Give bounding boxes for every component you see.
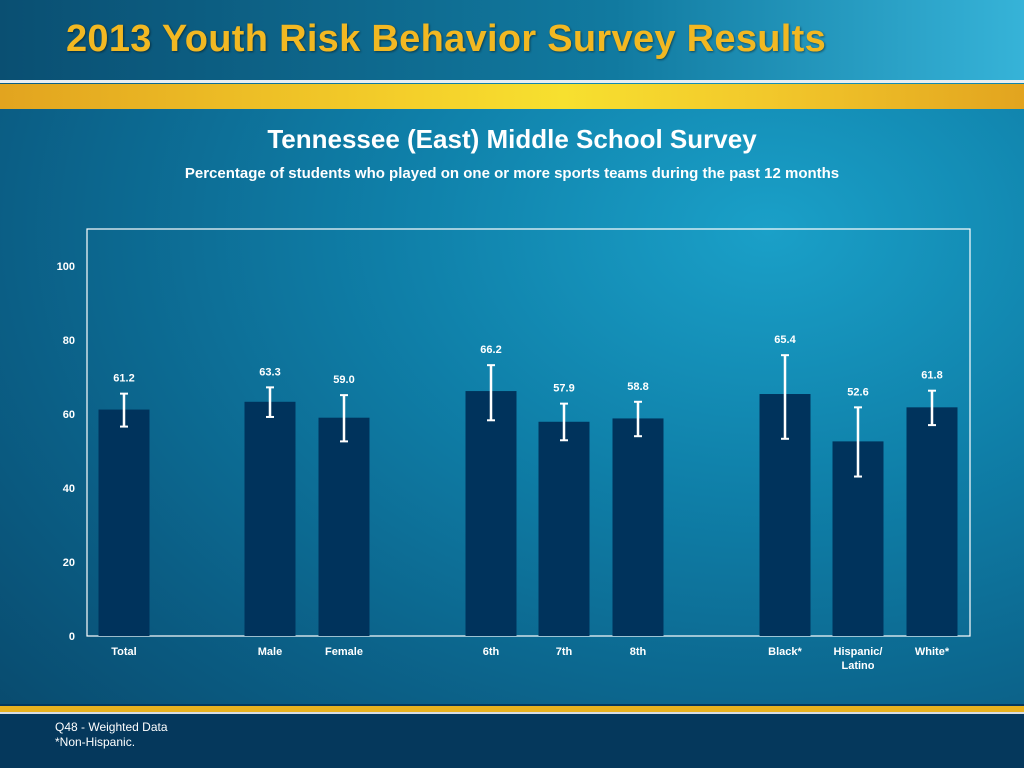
y-tick-label: 0 [69,631,75,643]
y-tick-label: 20 [63,557,75,569]
x-tick-label: 8th [630,646,647,658]
x-tick-label: Male [258,646,282,658]
footer-band [0,704,1024,768]
x-tick-label: Total [111,646,136,658]
data-label: 59.0 [333,374,354,386]
bar [318,417,370,636]
x-tick-label: 6th [483,646,500,658]
data-label: 52.6 [847,386,868,398]
y-tick-label: 100 [57,261,75,273]
data-label: 61.2 [113,373,134,385]
footnote-weighted: Q48 - Weighted Data [55,720,168,734]
x-tick-label: 7th [556,646,573,658]
chart-subtitle: Percentage of students who played on one… [184,165,840,182]
bar [538,421,590,636]
footer-gold-line [0,706,1024,712]
bar [98,409,150,636]
y-tick-label: 60 [63,409,75,421]
bar [244,401,296,636]
data-label: 66.2 [480,344,501,356]
gold-accent-bar [0,84,1024,109]
footnote-non-hispanic: *Non-Hispanic. [55,735,136,749]
header-divider [0,80,1024,83]
header-band [0,0,1024,80]
x-tick-label: Hispanic/ [834,646,883,658]
bar [465,391,517,636]
bar-chart: 0 20 40 60 80 100 61.2 Total 63.3 Male 59.0 Female 6… [57,228,971,672]
data-label: 58.8 [627,381,648,393]
x-tick-label: Latino [842,660,875,672]
bar [612,418,664,636]
y-tick-label: 80 [63,335,75,347]
data-label: 61.8 [921,370,942,382]
footer-white-line [0,712,1024,714]
x-tick-label: Black* [768,646,802,658]
plot-frame [86,228,971,637]
data-label: 65.4 [774,334,796,346]
slide-title: 2013 Youth Risk Behavior Survey Results [66,18,827,60]
chart-title: Tennessee (East) Middle School Survey [267,124,757,154]
x-tick-label: White* [915,646,950,658]
y-tick-label: 40 [63,483,75,495]
data-label: 63.3 [259,366,280,378]
data-label: 57.9 [553,383,574,395]
x-tick-label: Female [325,646,363,658]
bar [906,407,958,636]
